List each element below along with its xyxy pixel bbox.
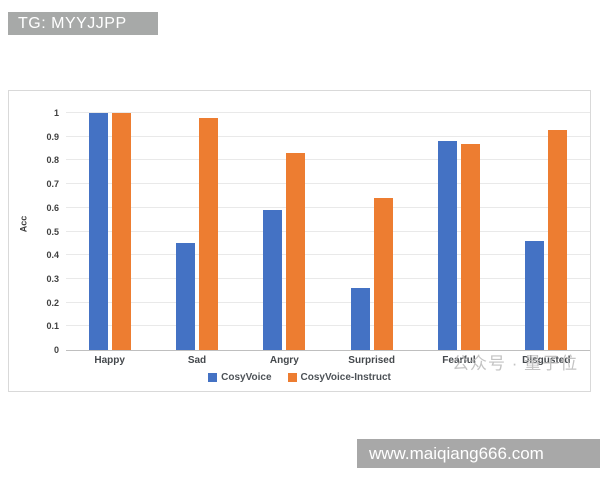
gridline	[66, 159, 590, 161]
y-tick-label: 0.8	[46, 155, 59, 166]
y-tick-label: 1	[53, 108, 59, 118]
category-group-fearful	[415, 113, 502, 350]
legend-swatch-icon	[208, 373, 218, 382]
gridline	[66, 325, 590, 327]
telegram-tag-banner: TG: MYYJJPP	[8, 12, 158, 35]
x-category-label-angry: Angry	[269, 355, 299, 366]
plot-area: 0 0.1 0.2 0.3 0.4 0.5 0.6 0.7 0.8 0.9 1	[46, 108, 590, 355]
x-axis-labels: Happy Sad Angry Surprised Fearful Disgusted	[66, 355, 590, 366]
legend-item-cosyvoice-instruct: CosyVoice-Instruct	[287, 372, 391, 383]
y-tick-label: 0.7	[46, 179, 59, 190]
y-tick-label: 0.6	[46, 202, 59, 213]
chart-panel: Acc 0 0.1 0.2 0.3 0.4 0.5 0.6 0.7 0.8 0.9 1 Happy S…	[8, 90, 591, 392]
y-tick-label: 0.3	[46, 273, 59, 284]
gridline	[66, 301, 590, 303]
x-category-label-disgusted: Disgusted	[522, 355, 571, 366]
bar-cosyvoice-fearful	[437, 141, 457, 350]
category-group-angry	[241, 113, 328, 350]
legend-swatch-icon	[287, 373, 297, 382]
bar-cosyvoice-happy	[88, 113, 108, 350]
gridline	[66, 254, 590, 256]
legend-label: CosyVoice	[221, 372, 272, 383]
chinese-watermark: 公众号 · 量子位	[452, 354, 579, 373]
bar-cosyvoice-sad	[175, 243, 195, 350]
gridline	[66, 183, 590, 185]
category-group-surprised	[328, 113, 415, 350]
category-group-disgusted	[503, 113, 590, 350]
bar-cosyvoice-surprised	[350, 288, 370, 350]
bar-cosyvoice-instruct-disgusted	[548, 129, 568, 350]
y-tick-label: 0.1	[46, 321, 59, 332]
y-tick-label: 0.2	[46, 297, 59, 308]
legend-label: CosyVoice-Instruct	[300, 372, 391, 383]
x-category-label-fearful: Fearful	[442, 355, 476, 366]
legend: CosyVoice CosyVoice-Instruct	[9, 372, 590, 383]
bar-cosyvoice-instruct-happy	[111, 113, 131, 350]
y-tick-label: 0.4	[46, 250, 59, 261]
x-category-label-happy: Happy	[94, 355, 125, 366]
bar-cosyvoice-instruct-fearful	[460, 143, 480, 350]
gridline	[66, 230, 590, 232]
legend-item-cosyvoice: CosyVoice	[208, 372, 272, 383]
gridline	[66, 206, 590, 208]
x-category-label-sad: Sad	[187, 355, 207, 366]
gridline	[66, 112, 590, 113]
gridline	[66, 135, 590, 137]
bar-cosyvoice-disgusted	[525, 240, 545, 350]
bar-cosyvoice-instruct-sad	[198, 117, 218, 350]
gridline	[66, 277, 590, 279]
bar-cosyvoice-angry	[263, 210, 283, 350]
y-tick-label: 0.5	[46, 226, 59, 237]
y-tick-label: 0	[53, 345, 59, 355]
category-group-happy	[66, 113, 153, 350]
y-tick-label: 0.9	[46, 131, 59, 142]
bar-cosyvoice-instruct-angry	[286, 153, 306, 350]
y-axis-title: Acc	[18, 215, 29, 233]
bar-cosyvoice-instruct-surprised	[373, 198, 393, 350]
url-watermark-banner: www.maiqiang666.com	[357, 439, 600, 468]
x-category-label-surprised: Surprised	[348, 355, 395, 366]
category-group-sad	[153, 113, 240, 350]
bar-groups	[66, 113, 590, 350]
